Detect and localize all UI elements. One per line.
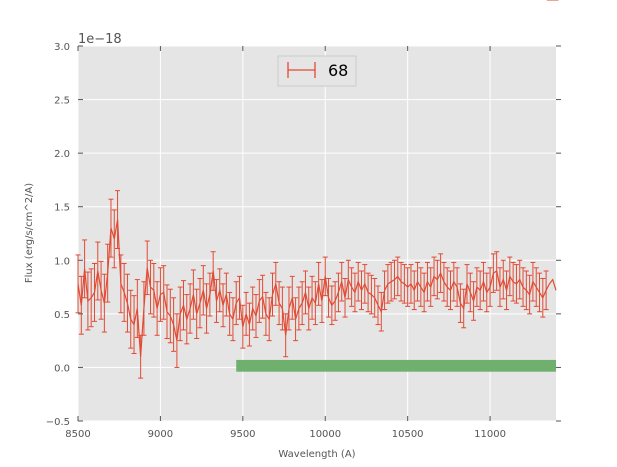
plot-area (78, 46, 556, 421)
y-tick-label: −0.5 (46, 417, 70, 428)
y-tick-label: 2.5 (54, 96, 70, 107)
x-tick-label: 9000 (148, 429, 173, 440)
y-tick-label: 1.5 (54, 203, 70, 214)
x-axis-label: Wavelength (A) (278, 449, 355, 460)
band-layer (236, 359, 556, 372)
y-tick-label: 2.0 (54, 149, 70, 160)
x-tick-label: 8500 (65, 429, 90, 440)
error-bar (75, 254, 81, 314)
y-axis-label: Flux (erg/s/cm^2/A) (24, 183, 35, 283)
y-tick-label: 0.5 (54, 310, 70, 321)
x-tick-label: 10500 (392, 429, 424, 440)
grid-lines (77, 45, 556, 422)
legend-label: 68 (328, 61, 348, 80)
legend-marker (287, 62, 316, 78)
y-tick-label: 3.0 (54, 42, 70, 53)
x-tick-label: 10000 (309, 429, 341, 440)
y-tick-label: 1.0 (54, 256, 70, 267)
series-layer (77, 219, 557, 357)
y-tick-label: 0.0 (54, 363, 70, 374)
legend: 68 (277, 55, 357, 87)
x-tick-labels: 8500 9000 9500 10000 10500 11000 (65, 429, 506, 440)
x-tick-label: 11000 (474, 429, 506, 440)
x-tick-label: 9500 (230, 429, 255, 440)
series-line-68 (77, 219, 557, 357)
y-tick-labels: −0.5 0.0 0.5 1.0 1.5 2.0 2.5 3.0 (46, 42, 70, 428)
green-band (236, 359, 556, 372)
tick-marks (77, 45, 561, 422)
y-offset-label: 1e−18 (78, 32, 122, 47)
legend-box (277, 55, 357, 87)
